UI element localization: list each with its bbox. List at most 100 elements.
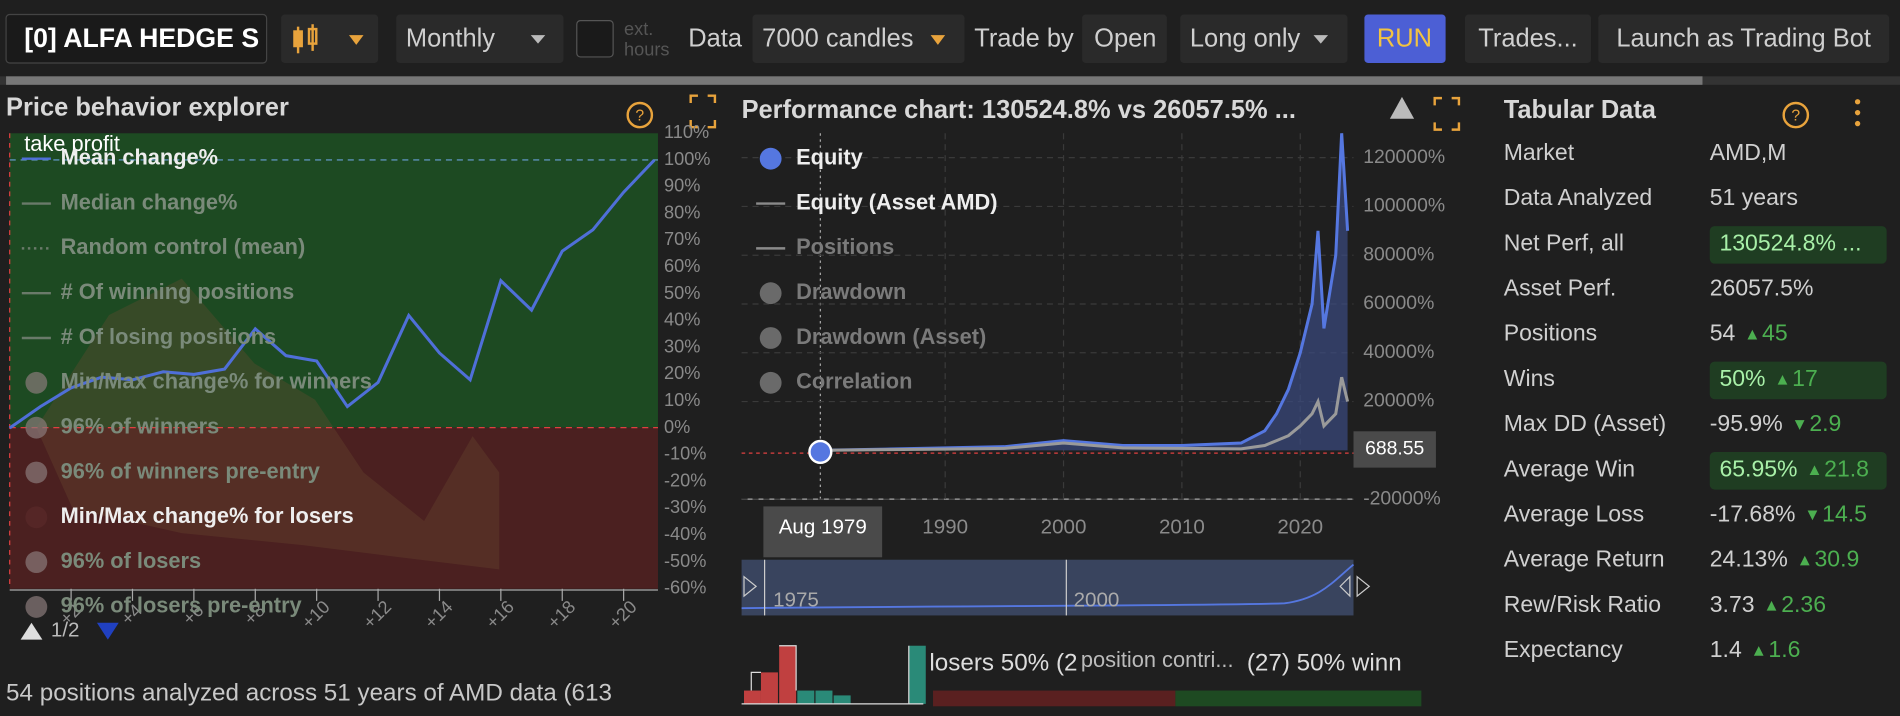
navigator-handle[interactable] — [1339, 575, 1371, 598]
ext-hours-checkbox[interactable] — [576, 19, 614, 58]
performance-title: Performance chart: 130524.8% vs 26057.5%… — [742, 96, 1296, 124]
y-tick-label: 70% — [664, 229, 700, 249]
legend-label: 96% of winners — [61, 413, 220, 438]
pager-text: 1/2 — [51, 619, 80, 642]
trades-button[interactable] — [1464, 14, 1592, 63]
row-value: 3.73 — [1710, 591, 1755, 617]
row-value: 50% — [1719, 365, 1765, 391]
candles-select[interactable] — [752, 14, 965, 63]
explorer-footer: 54 positions analyzed across 51 years of… — [6, 680, 612, 707]
performance-panel: Performance chart: 130524.8% vs 26057.5%… — [741, 96, 1461, 707]
direction-select[interactable] — [1180, 14, 1348, 63]
y-tick-label: 60% — [664, 256, 700, 276]
y-tick-label: 40000% — [1363, 341, 1434, 363]
row-label: Wins — [1504, 365, 1555, 391]
legend-label: 96% of losers — [61, 548, 202, 573]
series-line — [814, 376, 1350, 452]
y-tick-label: 50% — [664, 283, 700, 303]
row-value: -17.68% — [1710, 500, 1796, 526]
candles: 7000 candles — [762, 25, 913, 53]
row-delta: 45 — [1762, 320, 1788, 346]
legend-icon — [25, 506, 48, 529]
legend-label: Min/Max change% for winners — [61, 369, 372, 394]
winner-strip — [1175, 690, 1422, 707]
chart-type-select[interactable] — [281, 14, 379, 63]
strategy-select[interactable] — [5, 13, 268, 64]
y-tick-label: 80% — [664, 202, 700, 222]
legend-icon — [759, 147, 782, 170]
legend-icon — [759, 371, 782, 394]
legend-icon — [25, 371, 48, 394]
row-value: 130524.8% ... — [1719, 229, 1861, 255]
x-tick-label: 1990 — [922, 516, 968, 539]
legend-label: Equity — [796, 144, 863, 169]
y-tick-label: 110% — [664, 122, 709, 142]
help-icon[interactable] — [1782, 101, 1810, 129]
scrollbar-thumb[interactable] — [6, 76, 1703, 85]
legend-label: Drawdown — [796, 279, 906, 304]
legend-icon — [25, 416, 48, 439]
warning-icon — [1389, 96, 1415, 119]
histogram-text: position contri... — [1081, 647, 1234, 672]
launch-button[interactable] — [1598, 14, 1890, 63]
row-label: Market — [1504, 139, 1575, 165]
row-delta: 2.36 — [1781, 591, 1826, 617]
dropdown-arrow — [930, 35, 946, 45]
expand-icon[interactable] — [689, 94, 717, 129]
histogram — [741, 645, 926, 705]
launch-label: Launch as Trading Bot — [1616, 25, 1871, 53]
y-tick-label: -40% — [664, 524, 706, 544]
row-value: AMD,M — [1710, 139, 1787, 165]
x-tick-label: 2010 — [1159, 516, 1205, 539]
timeframe: Monthly — [406, 25, 495, 53]
run-label: RUN — [1377, 25, 1432, 53]
crosshair-value: 688.55 — [1365, 438, 1424, 460]
legend-icon — [759, 282, 782, 305]
winners-band — [36, 278, 500, 570]
strategy-name: [0] ALFA HEDGE S — [24, 23, 259, 53]
delta-arrow — [1809, 465, 1820, 476]
row-value: 65.95% — [1719, 455, 1797, 481]
loss-zone — [9, 427, 658, 589]
legend-icon — [759, 327, 782, 349]
row-value: 1.4 — [1710, 636, 1742, 662]
navigator-label: 1975 — [773, 588, 819, 611]
y-tick-label: 40% — [664, 310, 700, 330]
highlight-cell — [1709, 361, 1887, 400]
dropdown-arrow — [348, 35, 364, 45]
ext-hours-label: ext. — [624, 19, 653, 39]
direction: Long only — [1190, 25, 1301, 53]
histogram-text: (27) 50% winn — [1247, 649, 1402, 676]
legend-label: 96% of losers pre-entry — [61, 593, 302, 618]
y-tick-label: 90% — [664, 176, 700, 196]
legend-label: Drawdown (Asset) — [796, 324, 986, 349]
crosshair-value-box — [1353, 431, 1436, 468]
legend-icon — [25, 596, 48, 618]
row-label: Average Loss — [1504, 500, 1644, 526]
timeframe-select[interactable] — [396, 14, 564, 63]
trade-by-select[interactable] — [1082, 14, 1167, 63]
loser-strip — [933, 690, 1176, 707]
delta-arrow — [1794, 420, 1805, 430]
row-label: Average Return — [1504, 546, 1665, 572]
navigator-handle[interactable] — [743, 575, 758, 598]
pager-prev[interactable] — [20, 622, 43, 640]
navigator-label: 2000 — [1074, 588, 1120, 611]
expand-icon[interactable] — [1433, 96, 1461, 131]
delta-arrow — [1747, 329, 1758, 340]
y-tick-label: -20000% — [1363, 487, 1441, 509]
series-line — [8, 159, 656, 430]
pager-next[interactable] — [96, 622, 119, 640]
x-tick-label: 2020 — [1277, 516, 1323, 539]
legend-label: Correlation — [796, 369, 912, 394]
row-label: Positions — [1504, 320, 1597, 346]
y-tick-label: 60000% — [1363, 292, 1434, 314]
run-button[interactable] — [1364, 14, 1446, 63]
highlight-cell — [1709, 452, 1887, 490]
legend-label: Median change% — [61, 189, 238, 214]
help-icon[interactable] — [626, 101, 654, 129]
legend-icon — [25, 461, 48, 484]
menu-icon[interactable] — [1854, 99, 1861, 127]
